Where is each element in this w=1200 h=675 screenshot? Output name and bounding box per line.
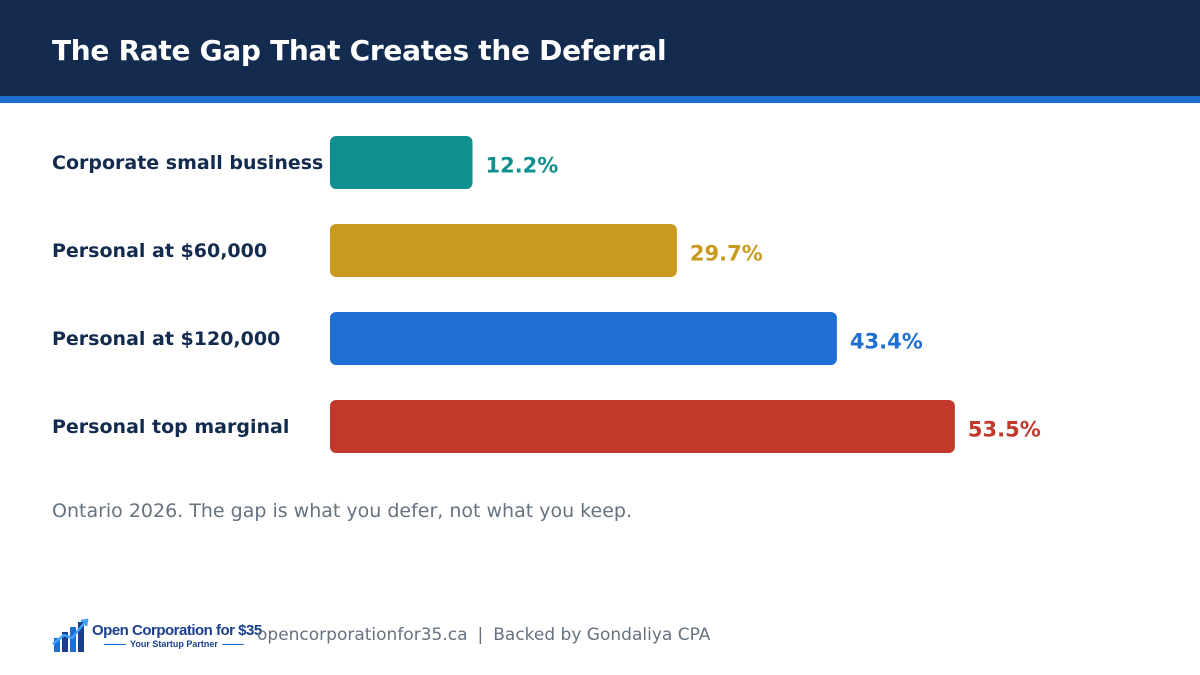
category-label: Personal at $120,000 — [52, 328, 280, 350]
category-label: Corporate small business — [52, 152, 323, 174]
bar-value-label: 12.2% — [485, 154, 558, 178]
footer-credits: opencorporationfor35.ca | Backed by Gondal… — [257, 625, 710, 645]
header-accent-stripe — [0, 96, 1200, 103]
header-banner: The Rate Gap That Creates the Deferral — [0, 0, 1200, 96]
chart-title: The Rate Gap That Creates the Deferral — [52, 34, 667, 67]
category-label: Personal at $60,000 — [52, 240, 267, 262]
logo-tagline: Your Startup Partner — [100, 639, 248, 649]
bar — [330, 224, 677, 277]
category-label: Personal top marginal — [52, 416, 289, 438]
bar-value-label: 29.7% — [690, 242, 763, 266]
bar-value-label: 53.5% — [968, 418, 1041, 442]
bar-growth-icon — [52, 618, 89, 652]
bar — [330, 400, 955, 453]
bar-value-label: 43.4% — [850, 330, 923, 354]
brand-logo[interactable]: Open Corporation for $35 Your Startup Pa… — [52, 618, 262, 654]
footer-separator: | — [477, 625, 484, 645]
logo-name: Open Corporation for $35 — [92, 622, 262, 639]
bar — [330, 312, 837, 365]
chart-footnote: Ontario 2026. The gap is what you defer,… — [52, 500, 632, 522]
bar — [330, 136, 473, 189]
website-link[interactable]: opencorporationfor35.ca — [257, 625, 468, 645]
backer-text: Backed by Gondaliya CPA — [493, 625, 711, 645]
